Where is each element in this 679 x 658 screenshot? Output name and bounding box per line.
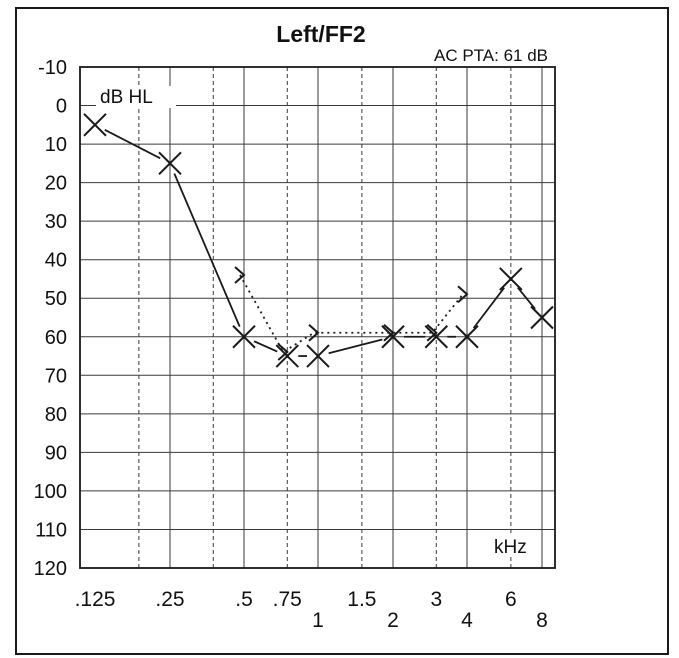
y-tick-label: 110 — [35, 519, 67, 541]
data-point-bc-marker — [277, 343, 289, 361]
y-tick-labels: -10 0 10 20 30 40 50 60 70 80 90 100 110 120 — [34, 57, 67, 580]
series-line-ac — [253, 340, 278, 353]
pta-label: AC PTA: 61 dB — [434, 46, 548, 65]
x-tick-label: .75 — [273, 588, 302, 611]
series-markers — [83, 113, 554, 368]
x-tick-labels: .125 .25 .5 .75 1.5 3 6 1 2 4 8 — [75, 588, 548, 632]
x-tick-label: .5 — [235, 588, 253, 611]
y-tick-label: 120 — [34, 558, 67, 580]
series-line-ac — [104, 129, 161, 160]
x-tick-label: 6 — [505, 588, 517, 611]
data-point-bc-marker — [457, 285, 469, 303]
data-point-x-marker — [275, 344, 299, 368]
y-tick-label: 50 — [45, 288, 67, 310]
y-tick-label: 100 — [34, 481, 67, 503]
y-tick-label: 40 — [45, 250, 67, 272]
plot-area — [79, 66, 556, 569]
pta-background — [393, 43, 553, 65]
outer-frame — [15, 7, 669, 655]
x-tick-label: 4 — [461, 609, 473, 632]
x-tick-label: 8 — [536, 609, 548, 632]
series-line-ac — [517, 286, 536, 310]
data-point-x-marker — [530, 305, 554, 330]
series-line-bc — [239, 274, 464, 354]
y-tick-label: 30 — [45, 211, 67, 233]
x-tick-label: 1 — [312, 609, 324, 632]
y-tick-label: 80 — [45, 404, 67, 426]
y-tick-label: 20 — [45, 173, 67, 195]
series-line-ac — [328, 338, 383, 355]
y-tick-label: 90 — [45, 442, 67, 464]
grid — [80, 67, 555, 568]
data-point-x-marker — [381, 325, 405, 349]
y-tick-label: 60 — [45, 327, 67, 349]
db-hl-background — [96, 86, 176, 108]
x-tick-label: .25 — [155, 588, 184, 611]
data-point-x-marker — [499, 267, 523, 291]
y-tick-label: 70 — [45, 365, 67, 387]
data-point-x-marker — [306, 344, 330, 368]
khz-background — [492, 534, 540, 556]
chart-title: Left/FF2 — [276, 21, 365, 47]
series-line-ac — [472, 287, 505, 329]
x-tick-label: 2 — [387, 609, 399, 632]
series-lines — [104, 129, 536, 357]
series-line-ac — [173, 173, 241, 328]
title-background — [262, 20, 380, 46]
y-tick-label: -10 — [38, 57, 67, 79]
x-tick-label: 1.5 — [347, 588, 376, 611]
x-tick-label: 3 — [430, 588, 442, 611]
data-point-x-marker — [158, 151, 182, 176]
y-unit-label: dB HL — [100, 87, 153, 108]
data-point-bc-marker — [308, 324, 320, 342]
data-point-bc-marker — [234, 266, 246, 284]
x-tick-label: .125 — [75, 588, 116, 611]
data-point-bc-marker — [383, 324, 395, 342]
data-point-bc-marker — [426, 324, 438, 342]
y-tick-label: 10 — [45, 134, 67, 156]
data-point-x-marker — [83, 113, 107, 137]
y-tick-label: 0 — [56, 96, 67, 118]
data-point-x-marker — [455, 325, 479, 349]
data-point-x-marker — [424, 325, 448, 349]
data-point-x-marker — [232, 325, 256, 349]
x-unit-label: kHz — [494, 537, 527, 558]
